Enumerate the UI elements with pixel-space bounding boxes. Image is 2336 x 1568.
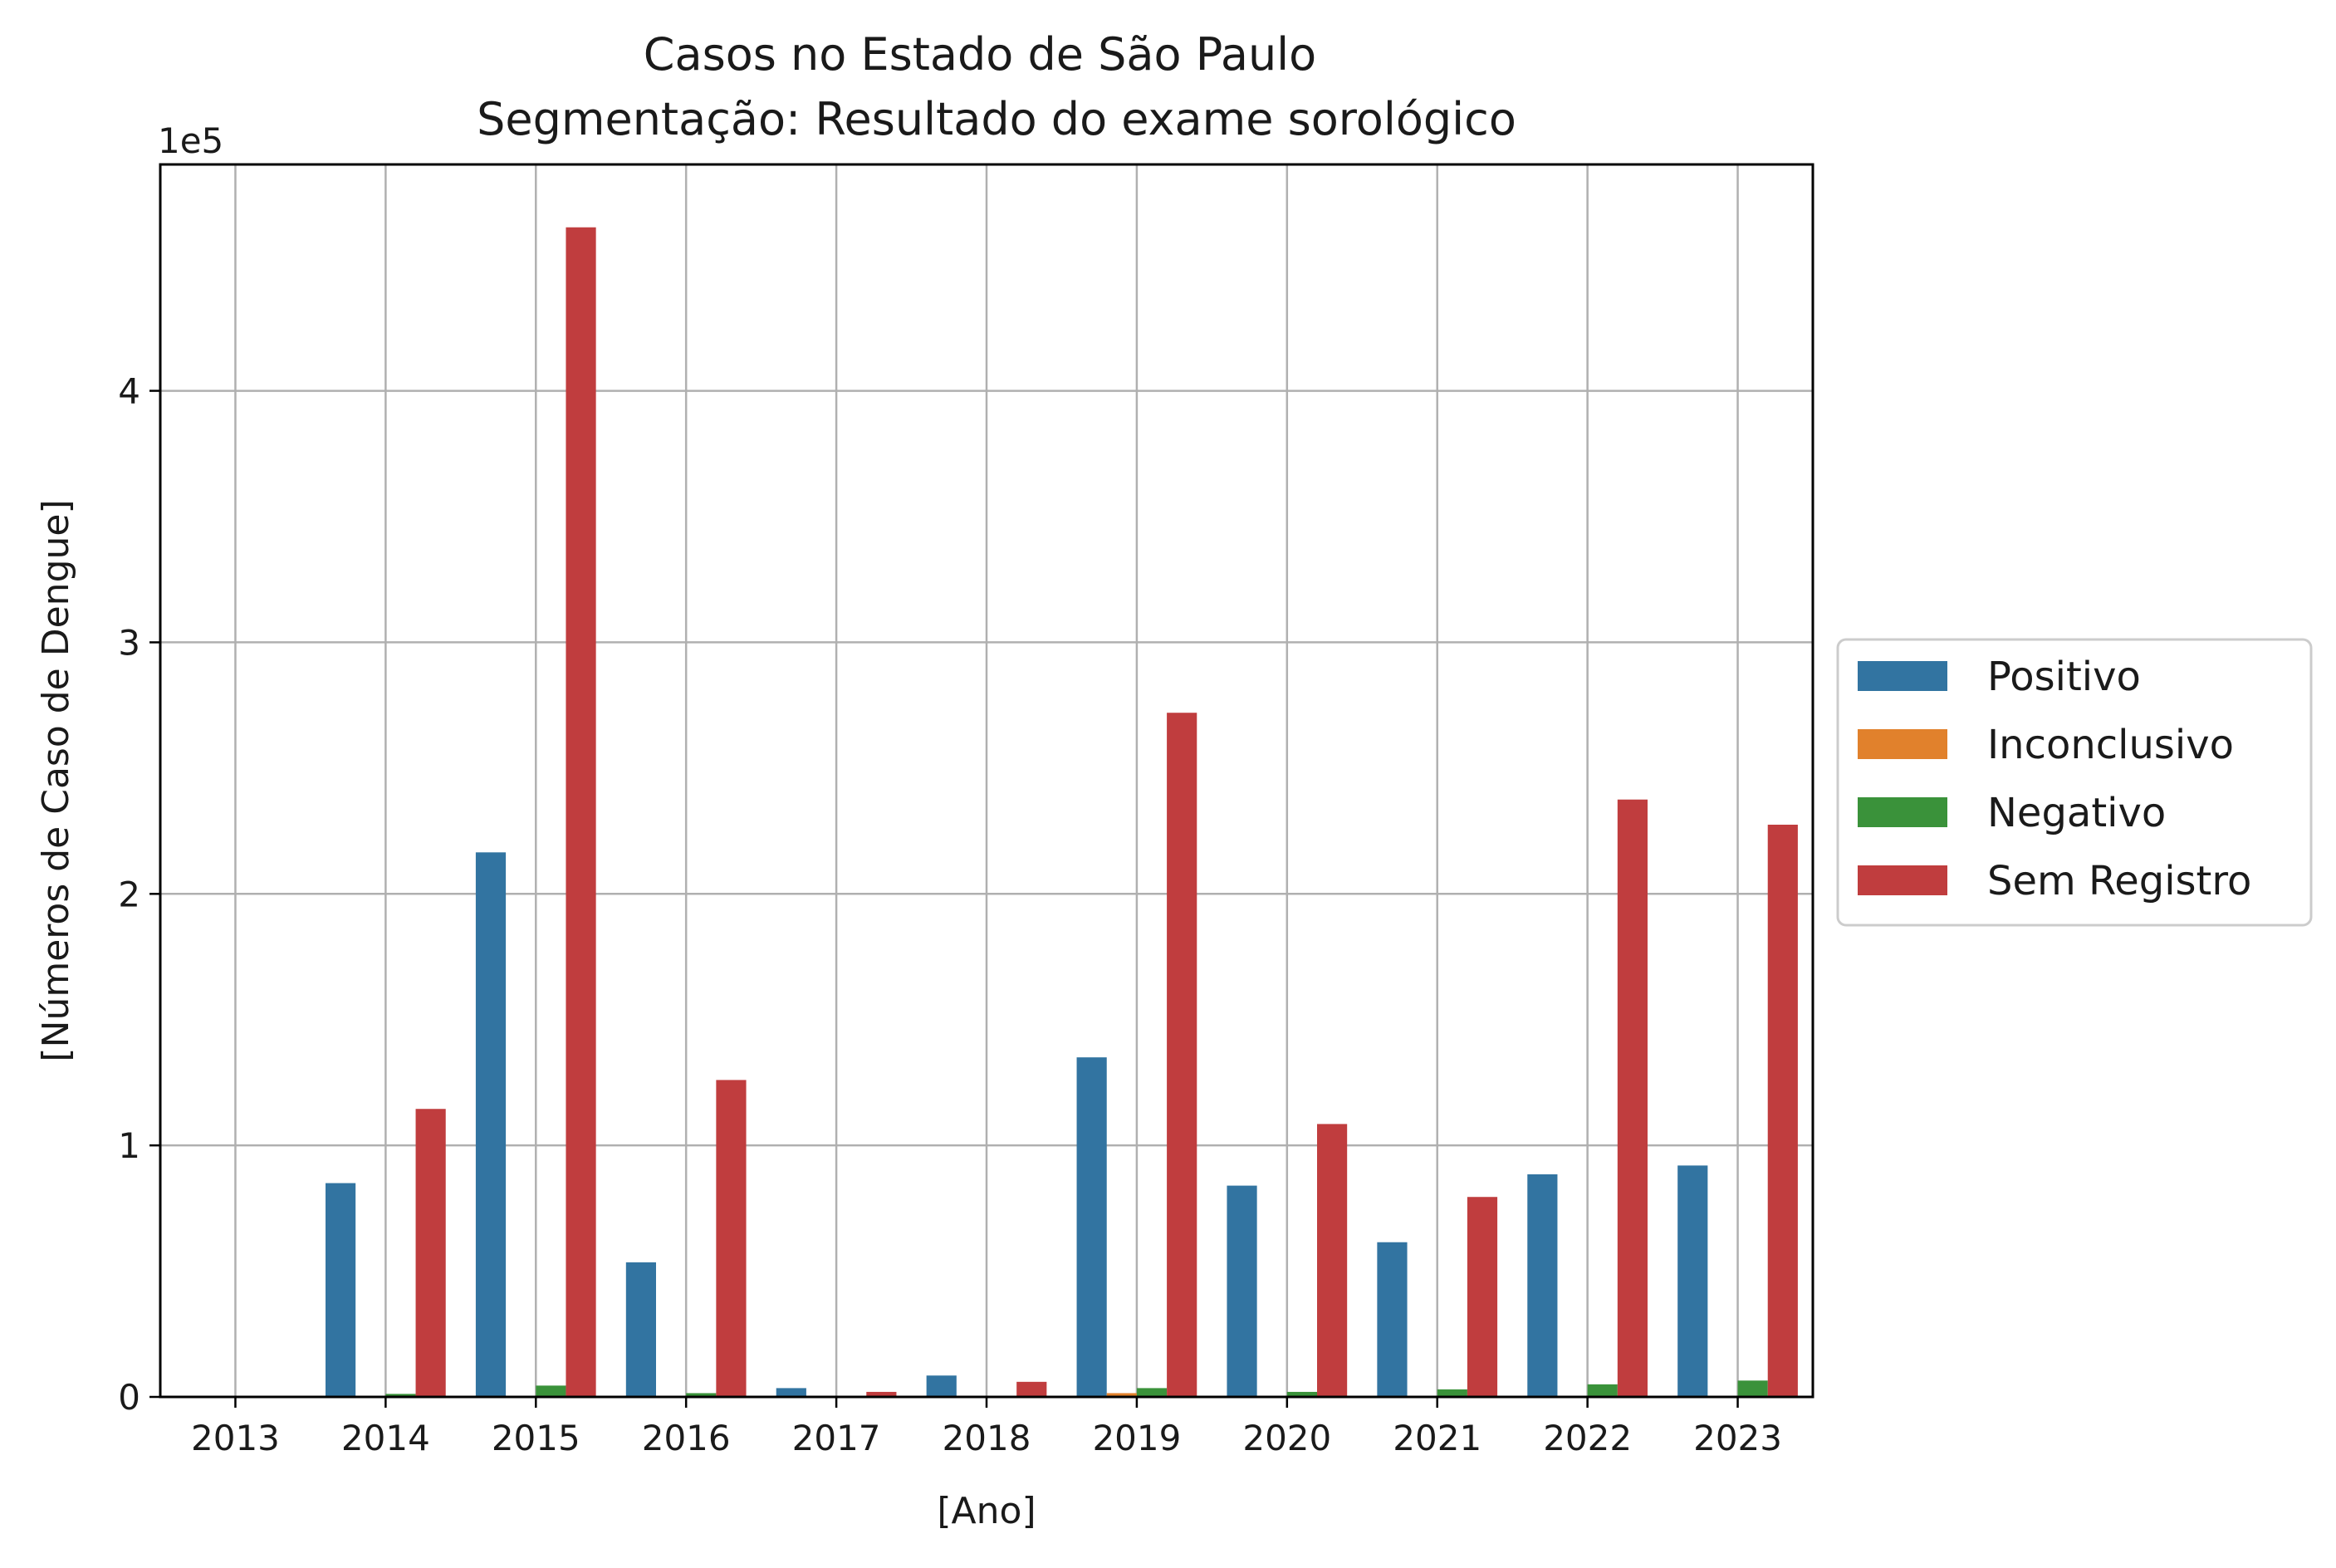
- bar-negativo: [1587, 1384, 1618, 1397]
- x-tick-label: 2022: [1543, 1418, 1632, 1458]
- legend-swatch: [1858, 729, 1947, 759]
- chart-title: Casos no Estado de São Paulo: [644, 28, 1316, 81]
- y-tick-label: 2: [118, 874, 140, 914]
- bar-positivo: [1527, 1174, 1558, 1397]
- x-tick-label: 2014: [341, 1418, 430, 1458]
- legend-label: Sem Registro: [1987, 858, 2251, 904]
- bar-negativo: [686, 1393, 717, 1397]
- bar-positivo: [776, 1388, 806, 1397]
- bar-sem-registro: [415, 1109, 446, 1397]
- x-axis: 2013 2014 2015 2016 2017 2018 2019 2020 2021 2022…: [191, 1397, 1782, 1458]
- legend-label: Negativo: [1987, 790, 2166, 836]
- bar-positivo: [475, 852, 507, 1397]
- x-tick-label: 2023: [1693, 1418, 1782, 1458]
- legend-swatch: [1858, 865, 1947, 895]
- legend-label: Positivo: [1987, 654, 2141, 700]
- y-axis-label: [Números de Caso de Dengue]: [35, 499, 77, 1061]
- legend-box: [1836, 638, 2313, 927]
- x-tick-label: 2020: [1242, 1418, 1331, 1458]
- bar-negativo: [1737, 1380, 1768, 1397]
- bar-negativo: [1286, 1391, 1317, 1397]
- y-axis: 0 1 2 3 4: [118, 371, 160, 1418]
- bar-sem-registro: [1767, 825, 1798, 1397]
- legend-label: Inconclusivo: [1987, 722, 2234, 768]
- bar-positivo: [1377, 1242, 1408, 1397]
- bar-sem-registro: [1467, 1197, 1498, 1397]
- x-axis-label: [Ano]: [937, 1490, 1036, 1532]
- bar-negativo: [536, 1385, 566, 1397]
- y-multiplier-label: 1e5: [158, 120, 223, 161]
- bar-positivo: [1677, 1165, 1708, 1397]
- bar-negativo: [385, 1394, 416, 1397]
- legend-swatch: [1858, 661, 1947, 691]
- bar-positivo: [326, 1183, 356, 1397]
- bar-sem-registro: [1317, 1124, 1348, 1397]
- bar-inconclusivo: [1106, 1393, 1137, 1397]
- x-tick-label: 2019: [1092, 1418, 1181, 1458]
- gridlines: [160, 164, 1813, 1399]
- y-tick-label: 1: [118, 1125, 140, 1166]
- bar-sem-registro: [1016, 1381, 1047, 1397]
- bar-sem-registro: [1167, 713, 1197, 1397]
- chart-subtitle: Segmentação: Resultado do exame sorológi…: [477, 93, 1516, 145]
- bar-negativo: [1136, 1388, 1168, 1397]
- bar-sem-registro: [1617, 799, 1648, 1397]
- x-tick-label: 2015: [492, 1418, 580, 1458]
- bar-sem-registro: [566, 227, 596, 1397]
- y-tick-label: 4: [118, 371, 140, 412]
- bar-positivo: [926, 1375, 957, 1397]
- x-tick-label: 2016: [642, 1418, 731, 1458]
- x-tick-label: 2018: [943, 1418, 1031, 1458]
- x-tick-label: 2017: [792, 1418, 881, 1458]
- x-tick-label: 2021: [1393, 1418, 1481, 1458]
- bars: [326, 227, 1798, 1397]
- legend: Positivo Inconclusivo Negativo Sem Registro: [1836, 638, 2313, 927]
- bar-negativo: [1437, 1389, 1467, 1397]
- bar-positivo: [1227, 1185, 1257, 1397]
- y-tick-label: 3: [118, 622, 140, 663]
- bar-positivo: [1076, 1057, 1107, 1397]
- x-tick-label: 2013: [191, 1418, 280, 1458]
- legend-swatch: [1858, 797, 1947, 827]
- y-tick-label: 0: [118, 1377, 140, 1418]
- bar-sem-registro: [716, 1080, 747, 1397]
- bar-positivo: [625, 1262, 656, 1397]
- bar-sem-registro: [866, 1391, 897, 1397]
